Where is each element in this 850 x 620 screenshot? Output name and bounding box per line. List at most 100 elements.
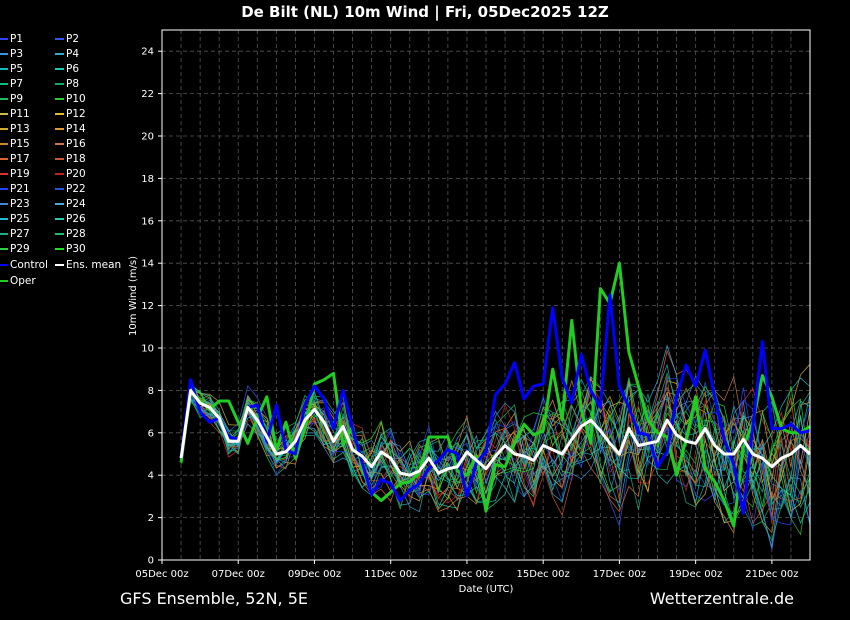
x-tick-label: 11Dec 00z	[364, 569, 417, 580]
y-tick-label: 22	[141, 89, 154, 100]
legend-label: P30	[66, 243, 86, 255]
legend-item: P15	[0, 137, 30, 151]
legend-label: Control	[10, 259, 48, 271]
plot-frame	[161, 29, 811, 561]
legend-item: P14	[55, 122, 86, 136]
legend-label: P2	[66, 33, 80, 45]
legend-label: P10	[66, 93, 86, 105]
legend-swatch	[0, 158, 8, 160]
legend-item: P25	[0, 212, 30, 226]
y-tick-label: 16	[141, 216, 154, 227]
legend-item: P10	[55, 92, 86, 106]
legend-label: P14	[66, 123, 86, 135]
legend-swatch	[0, 173, 8, 175]
legend-swatch	[0, 233, 8, 235]
legend-swatch	[0, 128, 8, 130]
legend-item: P30	[55, 242, 86, 256]
legend-label: P7	[10, 78, 24, 90]
legend-item: P3	[0, 47, 23, 61]
legend-label: P27	[10, 228, 30, 240]
x-tick-label: 19Dec 00z	[669, 569, 722, 580]
legend-item: P22	[55, 182, 86, 196]
legend-label: Ens. mean	[66, 259, 122, 271]
legend-label: Oper	[10, 275, 36, 287]
legend-swatch	[55, 128, 64, 130]
legend-swatch	[0, 113, 8, 115]
y-tick-label: 2	[148, 513, 154, 524]
legend-label: P15	[10, 138, 30, 150]
legend-label: P13	[10, 123, 30, 135]
y-tick-label: 12	[141, 301, 154, 312]
legend-label: P3	[10, 48, 24, 60]
y-tick-label: 0	[148, 556, 154, 567]
legend-item: P27	[0, 227, 30, 241]
legend-label: P17	[10, 153, 30, 165]
legend-item: Oper	[0, 274, 36, 288]
y-tick-label: 24	[141, 47, 154, 58]
legend-item: P7	[0, 77, 23, 91]
legend-swatch	[0, 98, 8, 100]
source-label: Wetterzentrale.de	[649, 589, 794, 608]
legend-swatch	[55, 68, 64, 70]
x-tick-label: 05Dec 00z	[135, 569, 188, 580]
legend-label: P19	[10, 168, 30, 180]
legend-swatch	[0, 188, 8, 190]
legend-swatch	[55, 83, 64, 85]
legend-label: P16	[66, 138, 86, 150]
y-tick-label: 20	[141, 132, 154, 143]
legend-item: Control	[0, 258, 48, 272]
legend-item: P12	[55, 107, 86, 121]
legend-swatch	[0, 218, 8, 220]
legend-item: P17	[0, 152, 30, 166]
y-axis-label: 10m Wind (m/s)	[128, 256, 139, 336]
legend-item: P21	[0, 182, 30, 196]
legend-swatch	[55, 113, 64, 115]
legend-item: P24	[55, 197, 86, 211]
legend-item: P8	[55, 77, 79, 91]
legend-swatch	[0, 280, 8, 282]
legend-swatch	[55, 53, 64, 55]
x-tick-label: 15Dec 00z	[517, 569, 570, 580]
legend-swatch	[55, 248, 64, 250]
legend-item: P29	[0, 242, 30, 256]
legend-item: P20	[55, 167, 86, 181]
legend-item: P16	[55, 137, 86, 151]
legend-item: P18	[55, 152, 86, 166]
legend-swatch	[0, 38, 8, 40]
legend-label: P8	[66, 78, 80, 90]
x-tick-label: 13Dec 00z	[440, 569, 493, 580]
member-line-p21	[180, 377, 811, 526]
legend-item: P4	[55, 47, 79, 61]
legend-item: P13	[0, 122, 30, 136]
chart-title: De Bilt (NL) 10m Wind | Fri, 05Dec2025 1…	[241, 3, 609, 21]
legend-swatch	[55, 173, 64, 175]
legend-item: P28	[55, 227, 86, 241]
legend-item: P23	[0, 197, 30, 211]
legend-swatch	[55, 98, 64, 100]
legend-item: P6	[55, 62, 79, 76]
legend-label: P22	[66, 183, 86, 195]
legend-label: P9	[10, 93, 24, 105]
y-tick-label: 8	[148, 386, 154, 397]
legend-item: Ens. mean	[55, 258, 121, 272]
legend-swatch	[55, 203, 64, 205]
legend-item: P9	[0, 92, 23, 106]
y-tick-label: 4	[148, 471, 154, 482]
model-label: GFS Ensemble, 52N, 5E	[120, 589, 308, 608]
legend-label: P18	[66, 153, 86, 165]
legend-swatch	[55, 38, 64, 40]
x-tick-label: 21Dec 00z	[745, 569, 798, 580]
legend-item: P5	[0, 62, 23, 76]
legend-swatch	[55, 264, 64, 266]
legend-item: P2	[55, 32, 79, 46]
legend-swatch	[0, 68, 8, 70]
legend-label: P11	[10, 108, 30, 120]
x-tick-label: 09Dec 00z	[288, 569, 341, 580]
x-tick-label: 07Dec 00z	[212, 569, 265, 580]
legend-swatch	[55, 218, 64, 220]
member-line-p20	[180, 392, 811, 524]
y-tick-label: 6	[148, 428, 154, 439]
main-lines	[179, 261, 812, 528]
